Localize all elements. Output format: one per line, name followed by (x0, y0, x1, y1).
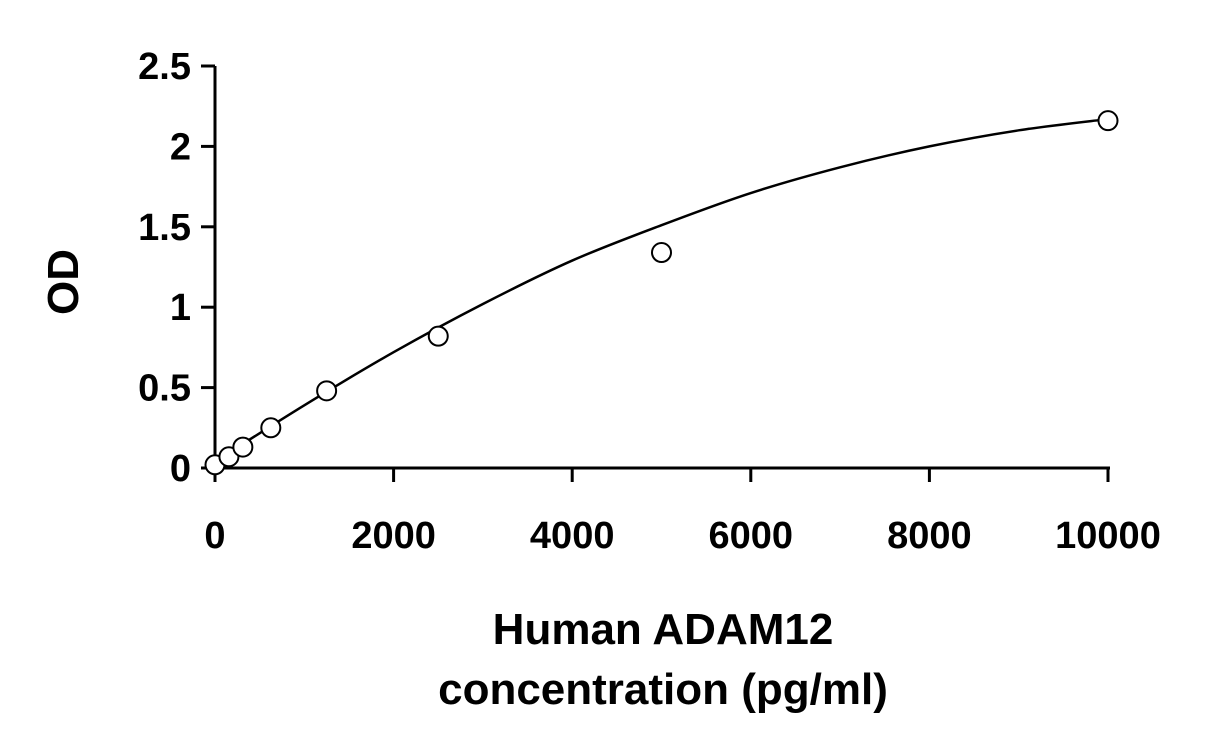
data-point (232, 436, 254, 458)
axes (213, 66, 1110, 470)
x-tick-label: 0 (204, 515, 225, 557)
x-tick-label: 10000 (1055, 515, 1161, 557)
y-tick-label: 2.5 (138, 46, 191, 88)
x-tick-label: 8000 (887, 515, 972, 557)
y-tick-label: 2 (170, 126, 191, 168)
x-ticks: 0 2000 4000 6000 8000 10000 (204, 468, 1161, 557)
x-axis-label-line-2: concentration (pg/ml) (438, 665, 888, 714)
x-tick-label: 4000 (530, 515, 615, 557)
y-tick-label: 0.5 (138, 368, 191, 410)
y-tick-label: 0 (170, 448, 191, 490)
data-point (316, 380, 338, 402)
y-tick-label: 1.5 (138, 207, 191, 249)
x-tick-label: 2000 (351, 515, 436, 557)
y-tick-label: 1 (170, 287, 191, 329)
x-tick-label: 6000 (709, 515, 794, 557)
data-point (651, 242, 672, 264)
y-ticks: 0 0.5 1 1.5 2 2.5 (138, 46, 215, 490)
fit-curve (214, 117, 1109, 463)
data-point (260, 417, 282, 439)
data-point (427, 325, 449, 347)
y-axis-label: OD (39, 249, 88, 315)
data-points (204, 110, 1119, 476)
x-axis-label-line-1: Human ADAM12 (493, 605, 834, 654)
data-point (1097, 110, 1119, 132)
